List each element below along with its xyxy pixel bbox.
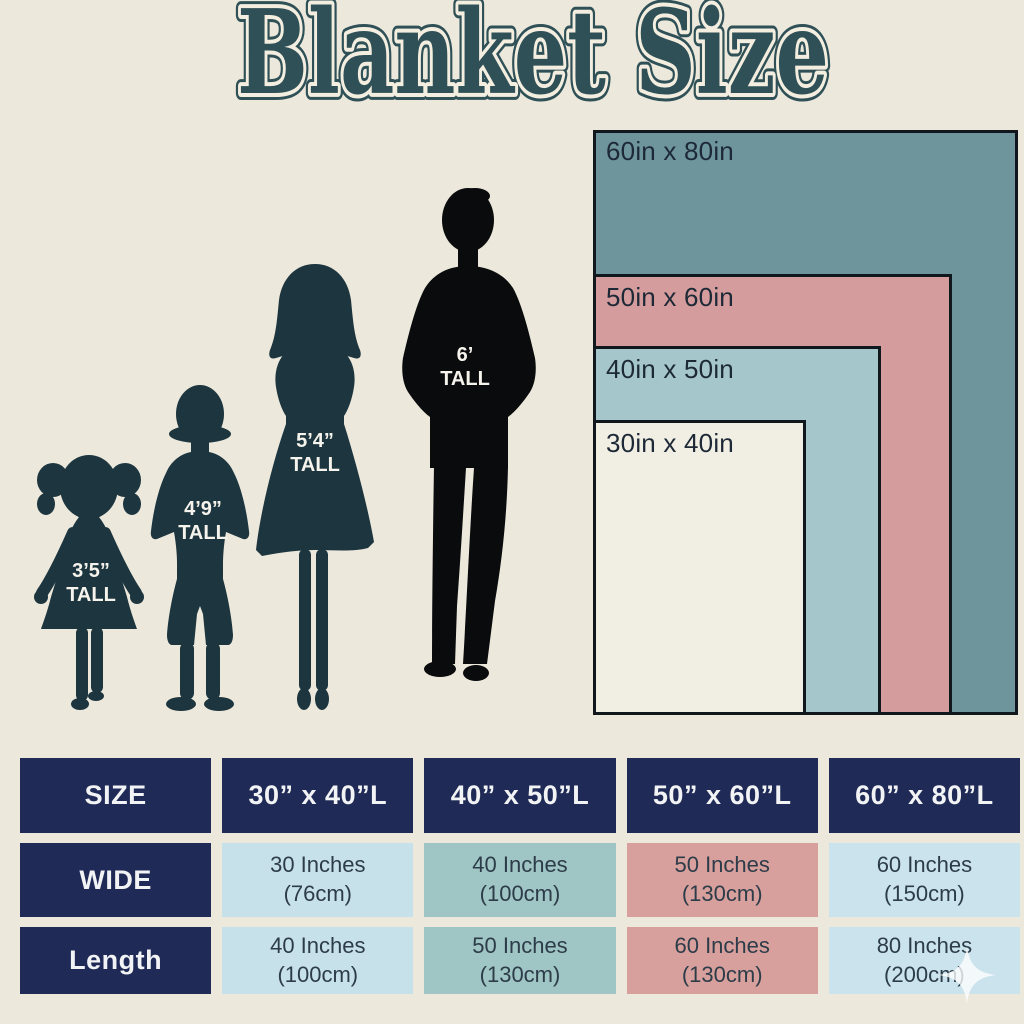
- page-title-art: Blanket Size Blanket Size Blanket Size: [230, 0, 836, 116]
- girl-height-tall: TALL: [66, 583, 116, 606]
- man-silhouette: [402, 188, 536, 681]
- man-height-label: 6’ TALL: [440, 344, 490, 391]
- page-title-outer-stroke: Blanket Size: [237, 0, 829, 116]
- boy-height-tall: TALL: [178, 521, 228, 544]
- girl-silhouette: [34, 455, 144, 710]
- table-header-60x80: 60” x 80”L: [828, 758, 1020, 833]
- table-cell-length-40x50: 50 Inches (130cm): [424, 927, 616, 994]
- page-title: Blanket Size: [237, 0, 829, 116]
- cell-line2: (130cm): [479, 961, 561, 987]
- cell-line1: 50 Inches: [674, 852, 770, 878]
- blanket-rect-30x40: [593, 420, 806, 715]
- cell-line1: 80 Inches: [876, 932, 973, 958]
- boy-height-label: 4’9” TALL: [178, 498, 228, 545]
- blanket-label-60x80: 60in x 80in: [606, 136, 734, 166]
- cell-line2: (130cm): [681, 961, 763, 987]
- woman-height-label: 5’4” TALL: [290, 430, 340, 477]
- cell-line2: (130cm): [681, 881, 763, 906]
- boy-silhouette: [150, 385, 250, 711]
- table-cell-length-60x80: 80 Inches (200cm): [828, 927, 1020, 994]
- cell-line2: (100cm): [277, 961, 359, 987]
- page-title-inner-stroke: Blanket Size: [237, 0, 829, 116]
- cell-line1: 40 Inches: [270, 932, 366, 958]
- blanket-label-50x60: 50in x 60in: [606, 282, 734, 312]
- cell-line1: 40 Inches: [472, 852, 568, 878]
- cell-line2: (100cm): [479, 881, 561, 906]
- blanket-label-30x40: 30in x 40in: [606, 428, 734, 458]
- man-height-value: 6’: [456, 344, 474, 366]
- cell-line1: 50 Inches: [472, 932, 568, 958]
- table-cell-wide-40x50: 40 Inches (100cm): [424, 843, 616, 917]
- size-table: SIZE 30” x 40”L 40” x 50”L 50” x 60”L 60…: [20, 758, 1020, 994]
- woman-height-tall: TALL: [290, 453, 340, 476]
- table-row-label-wide: WIDE: [20, 843, 212, 917]
- cell-line1: 60 Inches: [674, 932, 770, 958]
- table-header-size: SIZE: [20, 758, 212, 833]
- cell-line1: 30 Inches: [270, 852, 366, 878]
- woman-silhouette: [256, 264, 374, 710]
- woman-height-value: 5’4”: [296, 430, 334, 452]
- table-cell-length-50x60: 60 Inches (130cm): [626, 927, 818, 994]
- cell-line1: 60 Inches: [876, 852, 973, 878]
- girl-height-label: 3’5” TALL: [66, 560, 116, 607]
- cell-line2: (150cm): [884, 881, 965, 906]
- girl-height-value: 3’5”: [72, 560, 110, 582]
- table-cell-length-30x40: 40 Inches (100cm): [222, 927, 414, 994]
- cell-line2: (76cm): [283, 881, 353, 906]
- man-height-tall: TALL: [440, 367, 490, 390]
- table-header-30x40: 30” x 40”L: [222, 758, 414, 833]
- blanket-label-40x50: 40in x 50in: [606, 354, 734, 384]
- table-header-40x50: 40” x 50”L: [424, 758, 616, 833]
- table-cell-wide-60x80: 60 Inches (150cm): [828, 843, 1020, 917]
- table-cell-wide-30x40: 30 Inches (76cm): [222, 843, 414, 917]
- boy-height-value: 4’9”: [184, 498, 222, 520]
- sparkle-icon: [938, 946, 996, 1004]
- table-cell-wide-50x60: 50 Inches (130cm): [626, 843, 818, 917]
- table-row-label-length: Length: [20, 927, 212, 994]
- table-header-50x60: 50” x 60”L: [626, 758, 818, 833]
